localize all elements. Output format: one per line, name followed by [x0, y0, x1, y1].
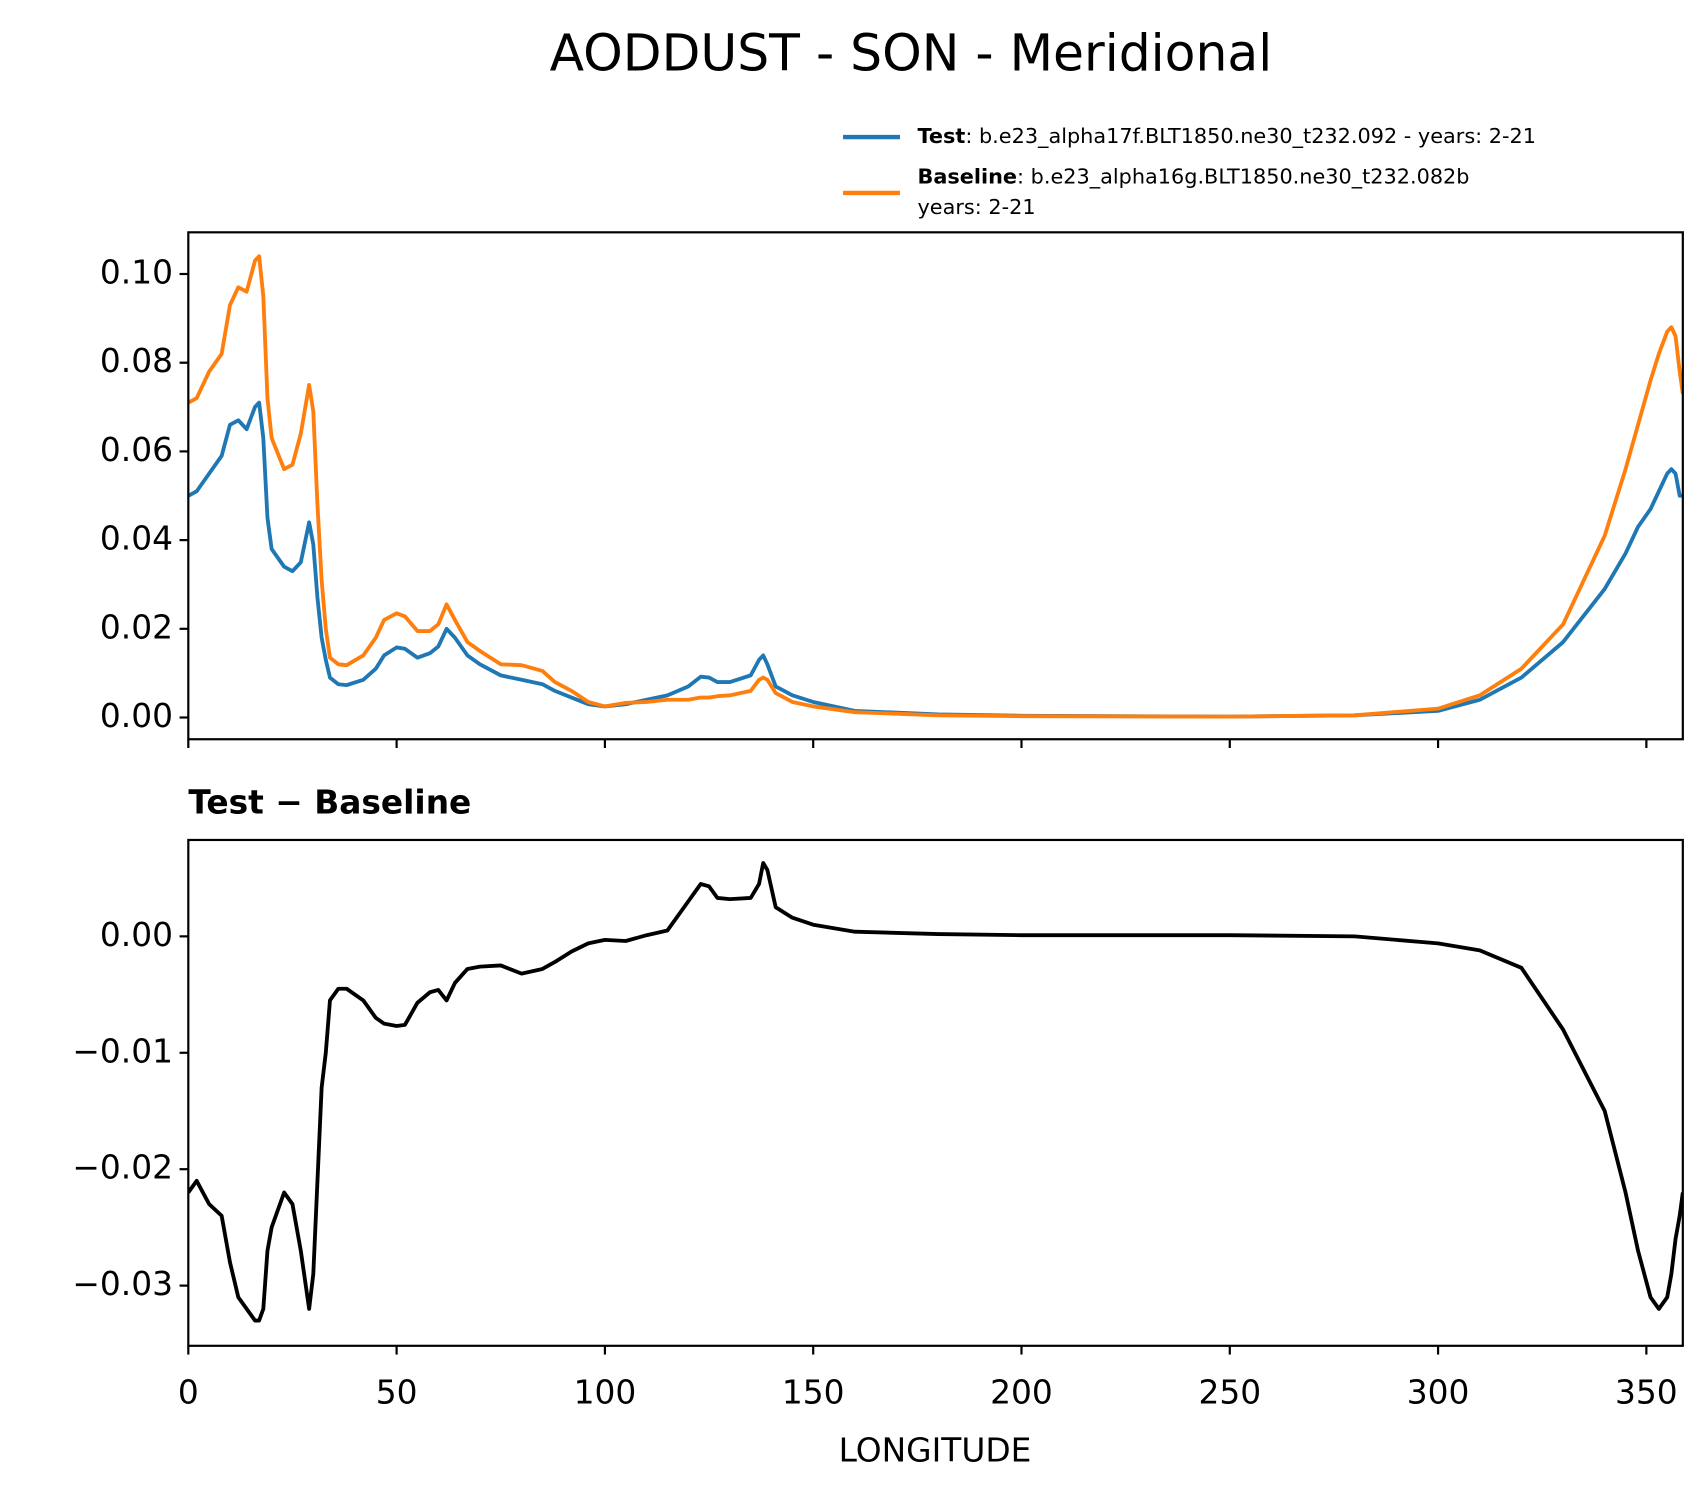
y-tick-label: 0.06 — [100, 431, 173, 469]
legend-entry: Baseline: b.e23_alpha16g.BLT1850.ne30_t2… — [918, 165, 1470, 189]
legend-name: Test — [918, 124, 966, 148]
axes-frame — [187, 231, 1684, 741]
y-tick-label: 0.10 — [100, 254, 173, 292]
legend-entry: Test: b.e23_alpha17f.BLT1850.ne30_t232.0… — [918, 124, 1536, 148]
subplot-title: Test − Baseline — [188, 783, 471, 821]
x-tick-label: 350 — [1615, 1373, 1678, 1411]
y-tick-label: −0.01 — [72, 1032, 173, 1070]
x-axis-label: LONGITUDE — [839, 1432, 1032, 1470]
legend-detail: years: 2-21 — [918, 195, 1036, 219]
legend-name: Baseline — [918, 165, 1018, 189]
y-tick-label: −0.03 — [72, 1265, 173, 1303]
y-tick-label: 0.00 — [100, 697, 173, 735]
data-line — [188, 254, 1683, 719]
x-tick-label: 250 — [1198, 1373, 1261, 1411]
y-tick-label: 0.04 — [100, 520, 173, 558]
legend-detail: : b.e23_alpha17f.BLT1850.ne30_t232.092 -… — [965, 124, 1536, 148]
y-tick-label: 0.08 — [100, 342, 173, 380]
y-tick-label: −0.02 — [72, 1149, 173, 1187]
x-tick-label: 0 — [178, 1373, 199, 1411]
figure-title: AODDUST - SON - Meridional — [550, 24, 1273, 83]
x-tick-label: 200 — [990, 1373, 1053, 1411]
data-line — [188, 400, 1683, 719]
y-tick-label: 0.00 — [100, 916, 173, 954]
legend-detail: : b.e23_alpha16g.BLT1850.ne30_t232.082b — [1017, 165, 1469, 189]
x-tick-label: 150 — [782, 1373, 845, 1411]
x-tick-label: 300 — [1407, 1373, 1470, 1411]
y-tick-label: 0.02 — [100, 608, 173, 646]
data-line — [188, 861, 1683, 1323]
x-tick-label: 50 — [376, 1373, 418, 1411]
x-tick-label: 100 — [574, 1373, 637, 1411]
axes-frame — [187, 838, 1684, 1347]
